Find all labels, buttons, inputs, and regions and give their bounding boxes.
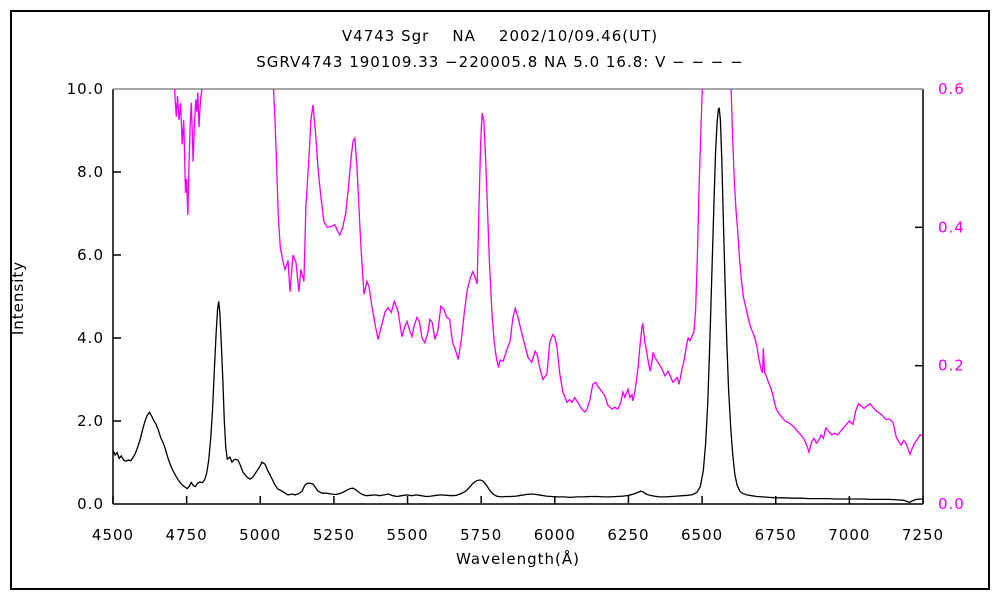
series-line-v-band-magenta: [173, 89, 923, 457]
x-axis-label-wavelength: Wavelength(Å): [456, 550, 580, 568]
y-left-tick-label: 10.0: [67, 80, 104, 98]
y-left-tick-label: 8.0: [77, 163, 104, 181]
y-left-tick-label: 6.0: [77, 246, 104, 264]
x-tick-label: 5750: [460, 526, 502, 544]
x-tick-label: 7000: [828, 526, 870, 544]
chart-subtitle: SGRV4743 190109.33 −220005.8 NA 5.0 16.8…: [256, 53, 744, 71]
x-tick-label: 6750: [755, 526, 797, 544]
x-tick-label: 4750: [166, 526, 208, 544]
y-left-tick-label: 4.0: [77, 329, 104, 347]
y-right-tick-label: 0.2: [938, 357, 965, 375]
figure-border: [10, 10, 990, 590]
y-right-tick-label: 0.6: [938, 80, 965, 98]
x-tick-label: 5000: [239, 526, 281, 544]
y-left-tick-label: 0.0: [77, 495, 104, 513]
x-tick-label: 5500: [386, 526, 428, 544]
series-line-spectrum-intensity: [113, 107, 923, 503]
x-tick-label: 6250: [607, 526, 649, 544]
x-tick-label: 5250: [313, 526, 355, 544]
x-tick-label: 4500: [92, 526, 134, 544]
y-left-tick-label: 2.0: [77, 412, 104, 430]
y-right-tick-label: 0.4: [938, 218, 965, 236]
y-right-tick-label: 0.0: [938, 495, 965, 513]
x-tick-label: 6500: [681, 526, 723, 544]
x-tick-label: 7250: [902, 526, 944, 544]
chart-title: V4743 Sgr NA 2002/10/09.46(UT): [341, 27, 659, 45]
x-tick-label: 6000: [534, 526, 576, 544]
